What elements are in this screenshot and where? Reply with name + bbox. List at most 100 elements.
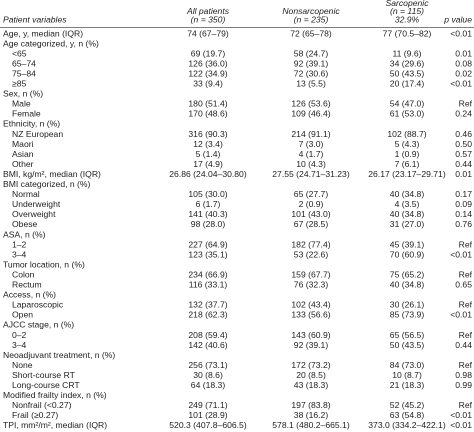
cell: 180 (51.4)	[188, 99, 227, 109]
cell: 69 (19.7)	[191, 48, 226, 58]
cell: 172 (73.2)	[291, 360, 330, 370]
cell: 2 (0.9)	[299, 199, 324, 209]
row-label: 3–4	[12, 249, 27, 259]
cell: 234 (66.9)	[188, 269, 227, 279]
cell: 126 (36.0)	[188, 58, 227, 68]
cell: 30 (26.1)	[390, 300, 425, 310]
section-label: Ethnicity, n (%)	[3, 119, 60, 129]
row-label: None	[12, 360, 33, 370]
cell: <0.01	[450, 410, 472, 420]
section-label: Age categorized, y, n (%)	[3, 38, 99, 48]
section-label: Neoadjuvant treatment, n (%)	[3, 350, 115, 360]
cell: 143 (60.9)	[291, 330, 330, 340]
cell: Ref	[459, 239, 473, 249]
cell: 5 (1.4)	[196, 149, 221, 159]
column-header: p value	[443, 14, 472, 24]
cell: 38 (16.2)	[294, 410, 329, 420]
section-label: Tumor location, n (%)	[3, 259, 85, 269]
cell: 0.14	[455, 209, 472, 219]
cell: 26.17 (23.17–29.71)	[368, 169, 446, 179]
cell: 40 (34.8)	[390, 189, 425, 199]
cell: 0.24	[455, 109, 472, 119]
cell: 0.57	[455, 149, 472, 159]
cell: 520.3 (407.8–606.5)	[169, 420, 247, 430]
cell: 101 (43.0)	[291, 209, 330, 219]
cell: 20 (17.4)	[390, 79, 425, 89]
row-label: Colon	[12, 269, 35, 279]
cell: 4 (3.5)	[395, 199, 420, 209]
cell: Ref	[459, 360, 473, 370]
row-label: 0–2	[12, 330, 27, 340]
cell: 85 (73.9)	[390, 310, 425, 320]
cell: 11 (9.6)	[393, 48, 422, 58]
cell: 65 (56.5)	[390, 330, 425, 340]
cell: 84 (73.0)	[390, 360, 425, 370]
cell: 7 (6.1)	[395, 159, 420, 169]
cell: 116 (33.1)	[189, 280, 228, 290]
cell: 0.76	[455, 219, 472, 229]
cell: 43 (18.3)	[294, 380, 329, 390]
cell: 208 (59.4)	[188, 330, 227, 340]
row-label: 1–2	[12, 239, 27, 249]
row-label: Long-course CRT	[12, 380, 80, 390]
cell: 67 (28.5)	[294, 219, 329, 229]
cell: 197 (83.8)	[291, 400, 330, 410]
cell: 61 (53.0)	[390, 109, 425, 119]
cell: 45 (39.1)	[390, 239, 425, 249]
cell: 40 (34.8)	[390, 209, 425, 219]
row-label: Frail (≥0.27)	[12, 410, 58, 420]
cell: 105 (30.0)	[188, 189, 227, 199]
section-label: ASA, n (%)	[3, 229, 46, 239]
cell: 21 (18.3)	[390, 380, 425, 390]
cell: <0.01	[450, 310, 472, 320]
cell: 316 (90.3)	[188, 129, 227, 139]
cell: 7 (3.0)	[299, 139, 324, 149]
cell: 214 (91.1)	[291, 129, 330, 139]
cell: 0.65	[455, 280, 472, 290]
cell: 102 (88.7)	[387, 129, 426, 139]
cell: <0.01	[450, 420, 472, 430]
cell: 6 (1.7)	[196, 199, 221, 209]
cell: 0.09	[455, 199, 472, 209]
column-header: Sarcopenic	[386, 0, 430, 8]
cell: Ref	[459, 400, 473, 410]
column-header: Patient variables	[3, 14, 67, 24]
row-label: Maori	[12, 139, 34, 149]
cell: 109 (46.4)	[291, 109, 330, 119]
row-label: Asian	[12, 149, 34, 159]
cell: 122 (34.9)	[188, 68, 227, 78]
cell: 1 (0.9)	[395, 149, 420, 159]
row-label: NZ European	[12, 129, 63, 139]
cell: <0.01	[450, 249, 472, 259]
cell: 218 (62.3)	[188, 310, 227, 320]
cell: 65 (27.7)	[294, 189, 329, 199]
cell: 17 (4.9)	[193, 159, 223, 169]
row-label: Age, y, median (IQR)	[3, 28, 83, 38]
cell: 0.44	[455, 340, 472, 350]
cell: Ref	[459, 99, 473, 109]
cell: 20 (8.5)	[296, 370, 326, 380]
row-label: Normal	[12, 189, 40, 199]
section-label: Access, n (%)	[3, 290, 56, 300]
cell: 31 (27.0)	[390, 219, 425, 229]
row-label: 3–4	[12, 340, 27, 350]
cell: 26.86 (24.04–30.80)	[169, 169, 247, 179]
row-label: TPI, mm²/m², median (IQR)	[3, 420, 107, 430]
row-label: Obese	[12, 219, 38, 229]
cell: 33 (9.4)	[193, 79, 223, 89]
row-label: Nonfrail (<0.27)	[12, 400, 72, 410]
cell: 182 (77.4)	[291, 239, 330, 249]
cell: 133 (56.6)	[291, 310, 330, 320]
cell: 92 (39.1)	[294, 340, 329, 350]
cell: 13 (5.5)	[296, 79, 326, 89]
row-label: 75–84	[12, 68, 36, 78]
cell: 132 (37.7)	[188, 300, 227, 310]
cell: 53 (22.6)	[294, 249, 329, 259]
cell: 159 (67.7)	[291, 269, 330, 279]
row-label: Other	[12, 159, 34, 169]
cell: 92 (39.1)	[294, 58, 329, 68]
cell: 12 (3.4)	[193, 139, 223, 149]
cell: 5 (4.3)	[395, 139, 420, 149]
row-label: Overweight	[12, 209, 56, 219]
section-label: AJCC stage, n (%)	[3, 320, 74, 330]
